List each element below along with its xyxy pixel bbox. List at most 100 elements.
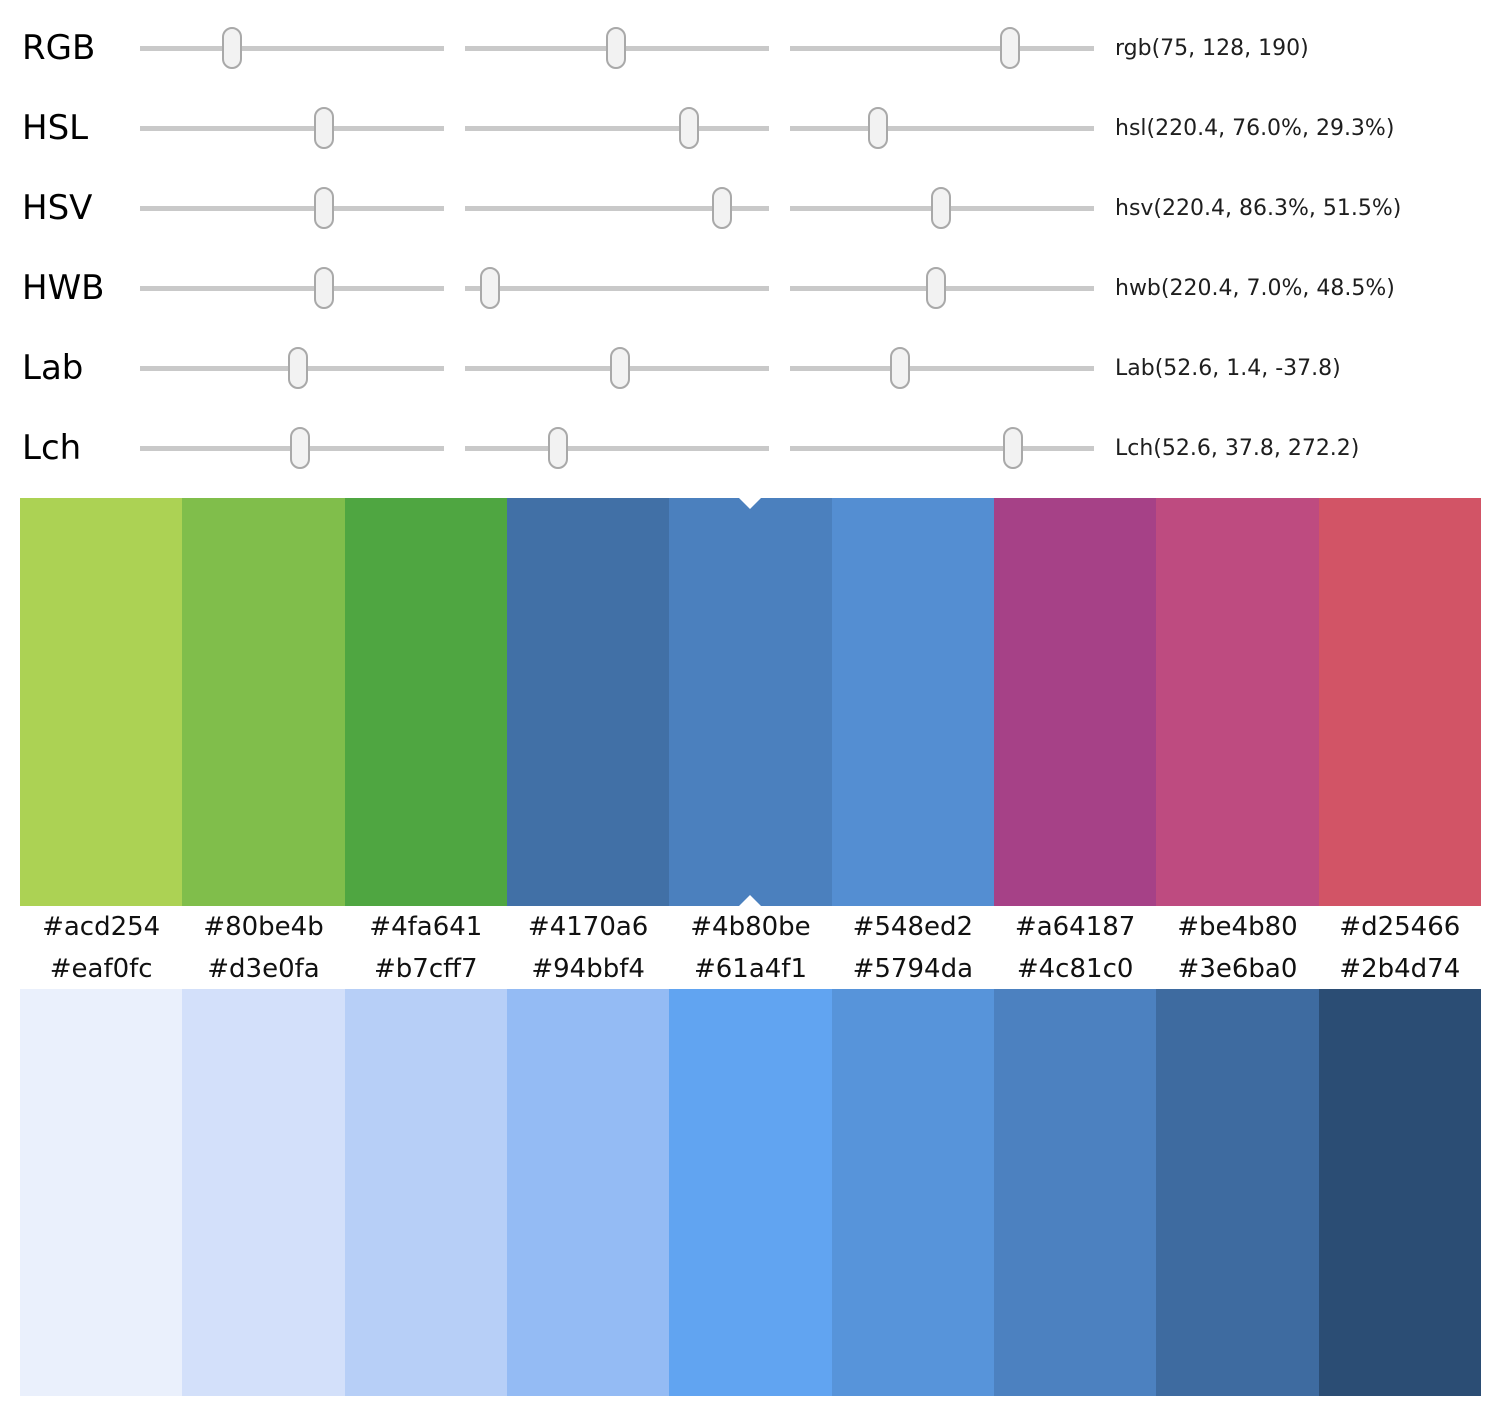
- palette-swatch-6: [993, 498, 1157, 906]
- hex-label: #3e6ba0: [1177, 953, 1298, 984]
- slider-track: [140, 125, 444, 131]
- hex-label: #4c81c0: [1016, 953, 1134, 984]
- hex-label: #94bbf4: [531, 953, 645, 984]
- palette-swatch-7: [1156, 498, 1319, 906]
- palette-swatch-0: [20, 989, 183, 1396]
- hex-label: #4b80be: [690, 912, 811, 942]
- rgb-component-slider-1[interactable]: [140, 24, 444, 72]
- lab-component-slider-1[interactable]: [140, 344, 444, 392]
- slider-track: [140, 285, 444, 291]
- palette-swatch-6: [993, 989, 1157, 1396]
- palettes-section: #acd254 #80be4b #4fa641 #4170a6 #4b80be #548e…: [0, 498, 1501, 1396]
- hex-label: #80be4b: [203, 912, 324, 942]
- slider-handle[interactable]: [925, 267, 946, 309]
- rgb-component-slider-3[interactable]: [790, 24, 1094, 72]
- hex-label: #b7cff7: [374, 953, 478, 984]
- slider-track: [465, 205, 769, 211]
- slider-handle[interactable]: [313, 267, 334, 309]
- slider-track: [790, 445, 1094, 451]
- hex-label: #be4b80: [1177, 912, 1298, 942]
- hex-label: #d3e0fa: [207, 953, 320, 984]
- hex-label: #a64187: [1014, 912, 1136, 942]
- slider-row-rgb: RGB rgb(75, 128, 190): [0, 8, 1501, 88]
- lch-component-slider-2[interactable]: [465, 424, 769, 472]
- selected-color-marker-top: [739, 498, 762, 509]
- slider-handle[interactable]: [288, 347, 309, 389]
- palette-swatch-4: [669, 498, 832, 906]
- hue-palette-strip: [20, 498, 1481, 906]
- palette-swatch-8: [1318, 498, 1481, 906]
- slider-handle[interactable]: [711, 187, 732, 229]
- slider-row-hsv: HSV hsv(220.4, 86.3%, 51.5%): [0, 168, 1501, 248]
- palette-swatch-3: [506, 989, 670, 1396]
- colorspace-label-rgb: RGB: [22, 28, 96, 68]
- color-value-rgb: rgb(75, 128, 190): [1115, 35, 1309, 61]
- color-value-hwb: hwb(220.4, 7.0%, 48.5%): [1115, 275, 1395, 301]
- color-value-lab: Lab(52.6, 1.4, -37.8): [1115, 355, 1341, 381]
- slider-track: [465, 445, 769, 451]
- colorspace-label-lch: Lch: [22, 428, 82, 468]
- slider-handle[interactable]: [1000, 27, 1021, 69]
- slider-handle[interactable]: [1002, 427, 1023, 469]
- hex-label: #61a4f1: [693, 953, 807, 984]
- slider-handle[interactable]: [548, 427, 569, 469]
- color-value-hsl: hsl(220.4, 76.0%, 29.3%): [1115, 115, 1395, 141]
- slider-handle[interactable]: [610, 347, 631, 389]
- shade-palette-strip: [20, 989, 1481, 1396]
- slider-handle[interactable]: [606, 27, 627, 69]
- hwb-component-slider-3[interactable]: [790, 264, 1094, 312]
- slider-row-lab: Lab Lab(52.6, 1.4, -37.8): [0, 328, 1501, 408]
- hex-label: #eaf0fc: [49, 953, 153, 984]
- hex-label: #2b4d74: [1339, 953, 1461, 984]
- slider-track: [790, 45, 1094, 51]
- slider-track: [790, 365, 1094, 371]
- slider-handle[interactable]: [222, 27, 243, 69]
- lab-component-slider-2[interactable]: [465, 344, 769, 392]
- hwb-component-slider-1[interactable]: [140, 264, 444, 312]
- slider-handle[interactable]: [289, 427, 310, 469]
- colorspace-label-hwb: HWB: [22, 268, 105, 308]
- slider-handle[interactable]: [679, 107, 700, 149]
- slider-handle[interactable]: [931, 187, 952, 229]
- slider-row-hwb: HWB hwb(220.4, 7.0%, 48.5%): [0, 248, 1501, 328]
- hex-label: #d25466: [1339, 912, 1461, 942]
- hsv-component-slider-2[interactable]: [465, 184, 769, 232]
- hex-label: #548ed2: [852, 912, 974, 942]
- palette-swatch-1: [182, 498, 345, 906]
- hue-palette-hex-labels: #acd254 #80be4b #4fa641 #4170a6 #4b80be #548e…: [20, 906, 1481, 948]
- slider-track: [140, 45, 444, 51]
- slider-track: [790, 125, 1094, 131]
- colorspace-label-lab: Lab: [22, 348, 84, 388]
- palette-swatch-8: [1318, 989, 1481, 1396]
- slider-track: [465, 285, 769, 291]
- palette-swatch-2: [344, 989, 507, 1396]
- lab-component-slider-3[interactable]: [790, 344, 1094, 392]
- hwb-component-slider-2[interactable]: [465, 264, 769, 312]
- hsl-component-slider-2[interactable]: [465, 104, 769, 152]
- slider-handle[interactable]: [890, 347, 911, 389]
- palette-swatch-1: [182, 989, 345, 1396]
- color-value-hsv: hsv(220.4, 86.3%, 51.5%): [1115, 195, 1402, 221]
- palette-swatch-4: [669, 989, 832, 1396]
- palette-swatch-2: [344, 498, 507, 906]
- colorspace-label-hsv: HSV: [22, 188, 93, 228]
- slider-handle[interactable]: [479, 267, 500, 309]
- hsl-component-slider-3[interactable]: [790, 104, 1094, 152]
- hsl-component-slider-1[interactable]: [140, 104, 444, 152]
- hsv-component-slider-3[interactable]: [790, 184, 1094, 232]
- hsv-component-slider-1[interactable]: [140, 184, 444, 232]
- rgb-component-slider-2[interactable]: [465, 24, 769, 72]
- hex-label: #4fa641: [369, 912, 483, 942]
- slider-row-hsl: HSL hsl(220.4, 76.0%, 29.3%): [0, 88, 1501, 168]
- slider-track: [140, 205, 444, 211]
- colorspace-label-hsl: HSL: [22, 108, 89, 148]
- slider-handle[interactable]: [867, 107, 888, 149]
- slider-row-lch: Lch Lch(52.6, 37.8, 272.2): [0, 408, 1501, 488]
- selected-color-marker-bottom: [739, 895, 762, 906]
- slider-handle[interactable]: [313, 107, 334, 149]
- lch-component-slider-3[interactable]: [790, 424, 1094, 472]
- slider-handle[interactable]: [313, 187, 334, 229]
- hex-label: #acd254: [42, 912, 161, 942]
- lch-component-slider-1[interactable]: [140, 424, 444, 472]
